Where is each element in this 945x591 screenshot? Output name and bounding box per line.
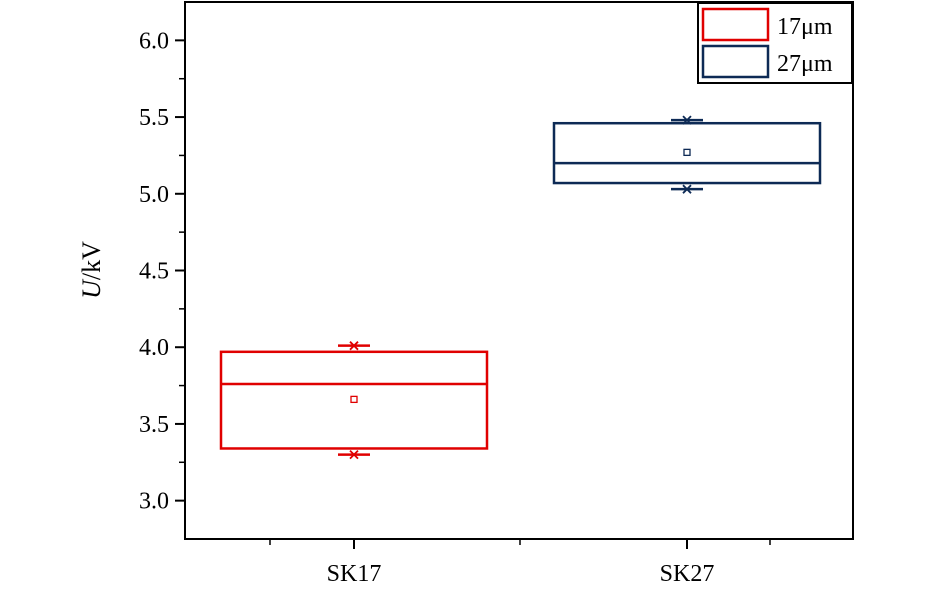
y-axis-title: U/kV	[77, 241, 106, 299]
legend-label: 27μm	[777, 51, 833, 77]
box-mean-marker	[350, 395, 358, 404]
x-tick-label: SK27	[660, 561, 715, 587]
box-max-marker	[349, 341, 359, 351]
box-min-marker	[349, 449, 359, 460]
y-axis: 3.0 3.5 4.0 4.5 5.0 5.5 6.0	[139, 28, 185, 515]
y-tick-label: 5.5	[139, 105, 169, 131]
y-tick-label: 5.0	[139, 182, 169, 208]
box-series-group	[219, 115, 822, 460]
box-max-marker	[682, 115, 692, 125]
legend-label: 17μm	[777, 14, 833, 40]
y-tick-label: 3.5	[139, 412, 169, 438]
box-series	[552, 115, 822, 194]
box-min-marker	[682, 184, 692, 194]
y-tick-label: 6.0	[139, 28, 169, 54]
x-tick-label: SK17	[327, 561, 382, 587]
box-series	[219, 341, 489, 460]
y-tick-label: 4.0	[139, 335, 169, 361]
x-axis: SK17 SK27	[269, 539, 771, 587]
legend-swatch	[701, 44, 770, 79]
box-mean-marker	[683, 148, 691, 157]
y-tick-label: 4.5	[139, 259, 169, 285]
legend-swatch	[701, 7, 770, 42]
y-tick-label: 3.0	[139, 489, 169, 515]
box-iqr	[219, 350, 489, 450]
box-iqr	[552, 121, 822, 185]
legend: 17μm 27μm	[697, 2, 853, 84]
